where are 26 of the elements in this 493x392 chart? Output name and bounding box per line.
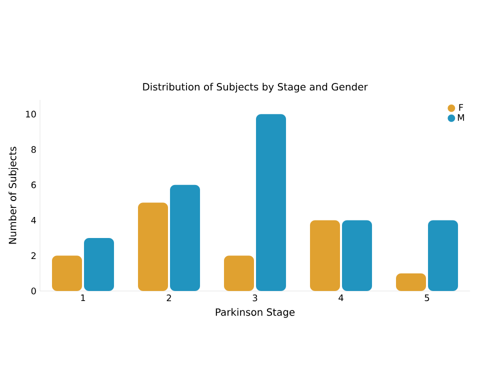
bar xyxy=(170,184,200,291)
bar xyxy=(138,202,168,291)
bar xyxy=(256,114,286,291)
y-tick-label: 6 xyxy=(31,181,36,188)
y-tick-label: 0 xyxy=(31,288,36,294)
bar xyxy=(396,273,426,291)
chart-title: Distribution of Subjects by Stage and Gender xyxy=(143,82,368,92)
x-tick-label: 1 xyxy=(81,294,86,302)
y-tick-label: 10 xyxy=(26,110,36,118)
bar xyxy=(52,256,82,291)
x-tick-label: 5 xyxy=(424,294,430,302)
y-tick-label: 2 xyxy=(31,252,36,259)
legend-label: M xyxy=(458,114,464,121)
x-tick-label: 4 xyxy=(338,294,344,302)
bar xyxy=(428,220,458,291)
y-axis-title: Number of Subjects xyxy=(8,146,18,244)
legend-label: F xyxy=(459,104,464,111)
bar xyxy=(224,256,254,291)
bar xyxy=(84,238,114,291)
x-axis-title: Parkinson Stage xyxy=(216,308,295,318)
y-tick-label: 4 xyxy=(31,216,36,224)
x-tick-label: 3 xyxy=(252,294,258,302)
y-tick-label: 8 xyxy=(31,146,36,153)
bar xyxy=(342,220,372,291)
x-tick-label: 2 xyxy=(166,294,171,302)
bar xyxy=(310,220,340,291)
